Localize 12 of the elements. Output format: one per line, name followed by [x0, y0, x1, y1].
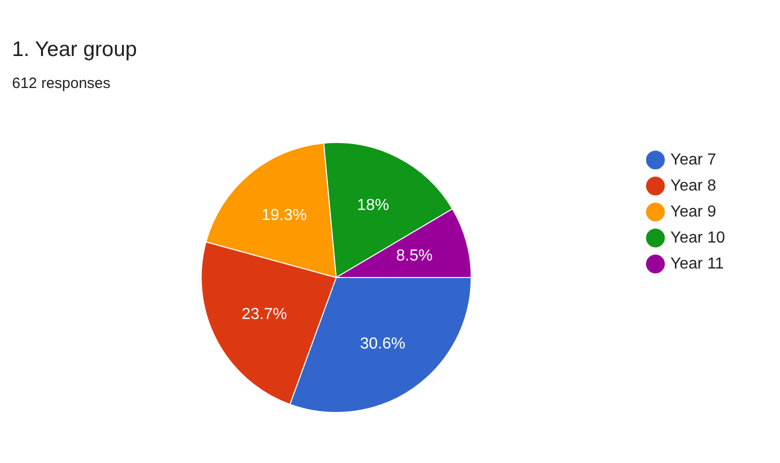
legend-label: Year 7	[670, 151, 716, 168]
data-label: 30.6%	[360, 335, 406, 352]
data-label: 19.3%	[261, 206, 307, 224]
data-label: 23.7%	[242, 306, 287, 324]
text: 612 responses	[12, 75, 110, 92]
legend-label: Year 10	[670, 229, 726, 246]
chart-title: 1. Year group	[12, 38, 137, 62]
legend-label: Year 9	[670, 203, 716, 220]
legend-label: Year 8	[670, 177, 716, 194]
data-label: 18%	[357, 196, 390, 214]
legend-label: Year 11	[670, 255, 724, 272]
data-label: 8.5%	[396, 248, 433, 265]
